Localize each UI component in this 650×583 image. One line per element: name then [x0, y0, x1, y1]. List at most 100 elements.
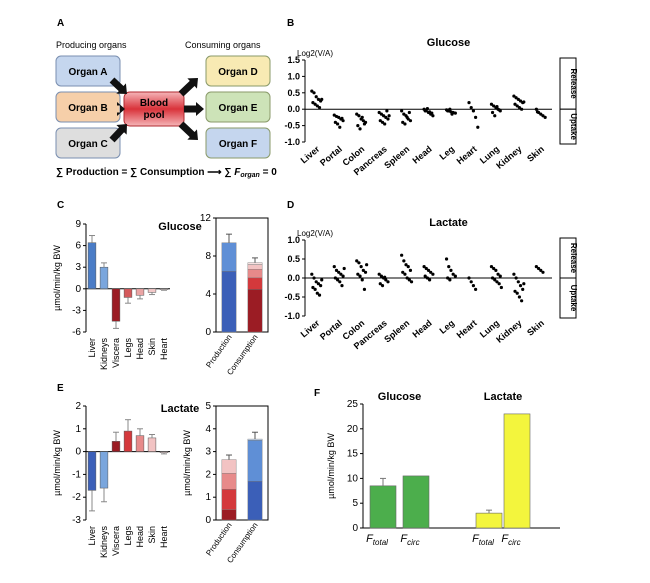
data-point-spleen-1	[402, 259, 406, 263]
data-point-colon-5	[356, 124, 360, 128]
release-label: Release	[569, 68, 578, 99]
data-point-portal-7	[338, 125, 342, 129]
x-tick-label-7: Heart	[455, 318, 479, 340]
data-point-kidney-9	[522, 282, 526, 286]
x-tick-label-4: Spleen	[382, 144, 411, 171]
data-point-head-8	[430, 111, 434, 115]
group-title-1: Lactate	[484, 391, 523, 403]
data-point-lung-8	[497, 108, 501, 112]
y-axis-label: Log2(V/A)	[297, 229, 333, 238]
data-point-head-1	[424, 266, 428, 271]
data-point-pancreas-3	[384, 278, 388, 282]
y-tick-label-2: 4	[205, 289, 211, 300]
data-point-kidney-2	[516, 280, 520, 284]
data-point-spleen-2	[404, 263, 408, 267]
chart-title: Glucose	[158, 221, 201, 233]
data-point-spleen-5	[401, 270, 405, 274]
data-point-skin-0	[534, 107, 538, 111]
x-tick-label-6: Leg	[438, 144, 457, 162]
producer-box-0	[55, 55, 121, 87]
x-tick-label-5: Skin	[147, 526, 157, 544]
data-point-portal-4	[341, 274, 345, 278]
data-point-heart-4	[476, 125, 480, 129]
data-point-pancreas-4	[386, 280, 390, 284]
data-point-liver-2	[314, 280, 318, 284]
data-point-kidney-4	[521, 287, 525, 291]
eq-production: Production =	[66, 167, 130, 178]
data-point-portal-7	[338, 280, 342, 284]
data-point-colon-3	[361, 119, 365, 123]
data-point-colon-6	[358, 127, 362, 131]
data-point-lung-6	[493, 278, 497, 282]
y-tick-label-3: 10	[347, 473, 359, 484]
data-point-kidney-8	[520, 299, 524, 303]
data-point-kidney-9	[522, 100, 526, 104]
y-tick-label-4: -3	[72, 305, 81, 316]
data-point-skin-1	[536, 266, 541, 271]
eq-consumption: Consumption	[140, 167, 204, 178]
data-point-spleen-4	[408, 119, 413, 123]
data-point-colon-1	[357, 114, 361, 118]
stack-segment-consumption-1	[247, 277, 263, 290]
stack-segment-production-1	[221, 489, 237, 510]
data-point-head-0	[422, 265, 426, 269]
y-tick-label-3: 0	[75, 284, 81, 295]
data-point-colon-1	[357, 261, 361, 265]
blood-pool-label-line1: Blood	[140, 98, 168, 109]
x-tick-label-5: Head	[410, 318, 433, 340]
y-tick-label-3: 2	[205, 469, 211, 480]
producer-label-2: Organ C	[68, 139, 107, 150]
chart-e-lactate-bars: Lactate µmol/min/kg BW 2 1 0 -1 -2 -3 Liver Kidne…	[52, 401, 199, 558]
data-point-head-2	[426, 268, 431, 272]
data-point-head-3	[429, 270, 433, 274]
data-point-liver-5	[311, 101, 315, 105]
data-point-liver-3	[316, 97, 321, 101]
bar-glucose-circ	[402, 475, 430, 529]
y-tick-label-0: 25	[347, 399, 359, 410]
data-point-colon-5	[356, 272, 360, 276]
data-point-lung-3	[496, 272, 500, 276]
data-point-head-4	[431, 114, 435, 118]
bar-heart	[159, 288, 169, 290]
x-tick-label-10: Skin	[525, 144, 546, 164]
panel-label-d: D	[287, 200, 294, 211]
x-tick-label-0: Liver	[87, 338, 97, 358]
x-tick-label-2: Viscera	[111, 526, 121, 556]
data-point-leg-7	[450, 112, 454, 116]
stack-segment-consumption-2	[247, 438, 263, 441]
eq-zero: = 0	[260, 167, 277, 178]
data-point-portal-8	[340, 116, 344, 120]
data-point-head-6	[425, 106, 429, 111]
bar-heart	[159, 451, 169, 453]
data-point-colon-7	[360, 115, 364, 119]
eq-sum-1: ∑	[56, 167, 66, 178]
panel-a-diagram: Producing organs Consuming organs Organ …	[55, 40, 277, 179]
data-point-leg-3	[451, 272, 455, 276]
y-tick-label-5: -1.0	[284, 137, 300, 147]
stack-segment-consumption-2	[247, 269, 263, 279]
data-point-kidney-1	[514, 276, 518, 280]
y-tick-label-1: 4	[205, 424, 211, 435]
data-point-spleen-5	[401, 120, 405, 124]
x-tick-label-4: Head	[135, 338, 145, 360]
x-tick-label-4: Head	[135, 526, 145, 548]
data-point-leg-6	[448, 107, 452, 111]
data-point-pancreas-3	[384, 115, 388, 119]
chart-b-glucose-scatter: GlucoseLog2(V/A)1.51.00.50.0-0.5-1.0Live…	[284, 37, 578, 177]
y-tick-label-1: 6	[75, 241, 81, 252]
y-tick-label-1: 1.0	[287, 71, 300, 81]
data-point-spleen-8	[407, 110, 411, 115]
x-tick-label-0: Liver	[87, 526, 97, 546]
data-point-skin-5	[535, 110, 540, 114]
data-point-portal-0	[332, 265, 336, 269]
data-point-kidney-5	[513, 102, 517, 106]
y-tick-label-1: 20	[347, 424, 359, 435]
stack-segment-consumption-0	[247, 289, 263, 333]
data-point-pancreas-7	[383, 122, 387, 126]
bar-kidneys	[99, 451, 109, 489]
y-tick-label-0: 2	[75, 401, 81, 412]
data-point-liver-9	[320, 97, 324, 101]
y-tick-label-4: -0.5	[284, 121, 300, 131]
y-axis-label: µmol/min/kg BW	[52, 245, 62, 311]
